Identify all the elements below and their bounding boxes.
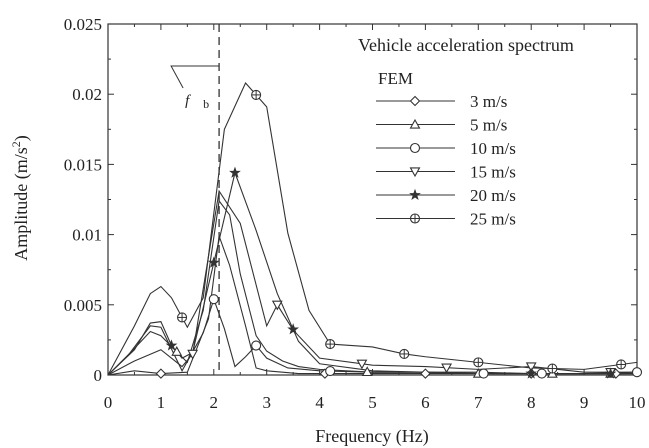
- y-tick-label: 0.02: [72, 85, 102, 104]
- legend-entry: 20 m/s: [470, 186, 516, 205]
- fb-label: f: [185, 93, 191, 109]
- legend-marker: [409, 118, 421, 129]
- y-axis-title-sup: 2: [9, 141, 23, 147]
- markers-group: [155, 89, 643, 379]
- series-group: [107, 81, 638, 376]
- y-tick-label: 0.025: [64, 15, 102, 34]
- y-axis-title-base: Amplitude (m/s: [11, 147, 32, 261]
- series-marker-2: [251, 340, 262, 351]
- x-tick-label: 10: [629, 393, 646, 412]
- x-tick-label: 0: [104, 393, 113, 412]
- series-line-0: [107, 235, 637, 376]
- series-marker-0: [155, 368, 167, 379]
- legend-marker: [409, 213, 421, 224]
- fb-leader: [170, 65, 220, 89]
- legend-marker: [409, 142, 421, 154]
- chart-title: Vehicle acceleration spectrum: [358, 35, 574, 55]
- series-marker-4: [229, 166, 241, 178]
- series-marker-2: [325, 366, 336, 377]
- x-tick-label: 9: [580, 393, 589, 412]
- x-tick-label: 2: [210, 393, 219, 412]
- x-tick-label: 1: [157, 393, 166, 412]
- plot-border: [107, 23, 638, 376]
- x-axis-title: Frequency (Hz): [315, 426, 428, 447]
- x-tick-label: 7: [474, 393, 483, 412]
- series-marker-4: [207, 256, 220, 268]
- y-tick-label: 0: [94, 366, 103, 385]
- y-axis-title: Amplitude (m/s2): [9, 135, 32, 261]
- series-marker-5: [473, 357, 484, 368]
- series-marker-5: [325, 339, 336, 350]
- series-marker-2: [536, 368, 547, 379]
- series-marker-1: [171, 346, 183, 356]
- x-tick-label: 8: [527, 393, 536, 412]
- legend-marker: [409, 167, 421, 178]
- series-marker-4: [165, 339, 178, 351]
- series-line-4: [107, 170, 637, 376]
- series-line-1: [107, 199, 637, 376]
- legend-marker: [409, 188, 421, 201]
- series-marker-5: [251, 89, 262, 100]
- legend-entry: 15 m/s: [470, 163, 516, 182]
- y-axis-title-close: ): [11, 135, 32, 141]
- series-marker-3: [525, 362, 537, 373]
- legend-marker: [409, 95, 421, 107]
- y-tick-label: 0.01: [72, 226, 102, 245]
- series-marker-4: [604, 367, 617, 379]
- series-marker-2: [478, 368, 489, 379]
- legend-entry: 5 m/s: [470, 116, 507, 135]
- series-marker-2: [631, 367, 643, 378]
- legend-entry: 25 m/s: [470, 210, 516, 229]
- series-marker-2: [208, 294, 219, 305]
- x-tick-label: 3: [262, 393, 271, 412]
- series-marker-3: [356, 359, 368, 370]
- series-marker-0: [420, 368, 431, 379]
- series-marker-5: [399, 348, 410, 359]
- legend-entry: 10 m/s: [470, 139, 516, 158]
- y-tick-label: 0.015: [64, 155, 102, 174]
- x-tick-label: 5: [368, 393, 377, 412]
- series-line-5: [107, 81, 638, 376]
- legend-entry: 3 m/s: [470, 92, 507, 111]
- series-marker-3: [271, 300, 283, 311]
- plot-frame: [107, 23, 638, 376]
- axis-ticks: 0 1 2 3 4 5 6 7 8 9 10 0 0.005 0.01 0.015 0.02 0.025: [64, 15, 646, 412]
- series-marker-5: [616, 359, 627, 370]
- series-marker-3: [187, 349, 199, 360]
- series-marker-5: [547, 363, 558, 374]
- fb-subscript: b: [203, 97, 209, 111]
- series-marker-5: [177, 312, 188, 323]
- x-tick-label: 6: [421, 393, 430, 412]
- series-marker-4: [525, 367, 538, 379]
- series-marker-4: [287, 323, 300, 335]
- x-tick-label: 4: [315, 393, 324, 412]
- legend: FEM 3 m/s 5 m/s 10 m/s 15 m/s 20 m/s 25 m/s: [376, 69, 516, 229]
- series-marker-3: [441, 363, 452, 374]
- legend-header: FEM: [378, 69, 413, 88]
- y-tick-label: 0.005: [64, 296, 102, 315]
- series-marker-1: [361, 366, 373, 377]
- series-line-2: [107, 297, 638, 376]
